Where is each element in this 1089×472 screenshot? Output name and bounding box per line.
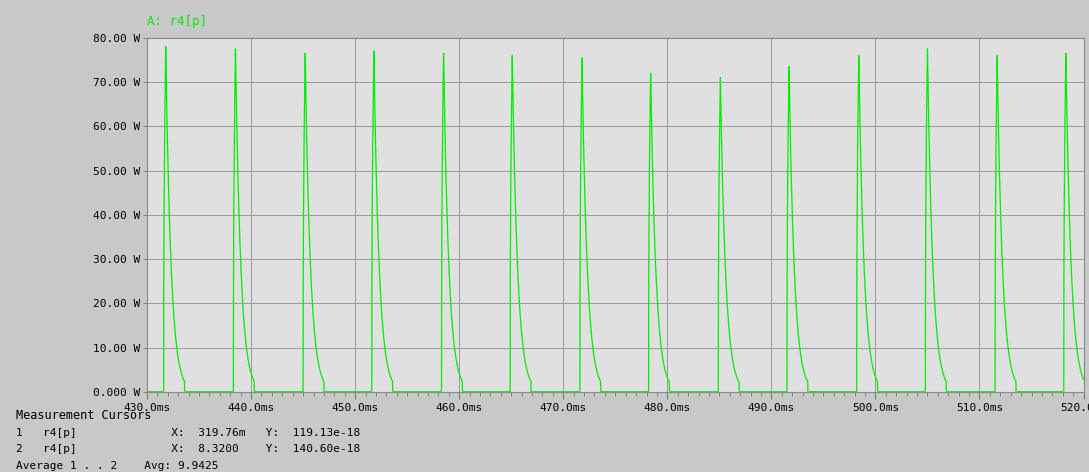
Text: Average 1 . . 2    Avg: 9.9425: Average 1 . . 2 Avg: 9.9425: [16, 461, 219, 471]
Text: 1   r4[p]              X:  319.76m   Y:  119.13e-18: 1 r4[p] X: 319.76m Y: 119.13e-18: [16, 428, 360, 438]
Text: Measurement Cursors: Measurement Cursors: [16, 409, 151, 422]
Text: A: r4[p]: A: r4[p]: [147, 15, 207, 28]
Text: 2   r4[p]              X:  8.3200    Y:  140.60e-18: 2 r4[p] X: 8.3200 Y: 140.60e-18: [16, 444, 360, 454]
